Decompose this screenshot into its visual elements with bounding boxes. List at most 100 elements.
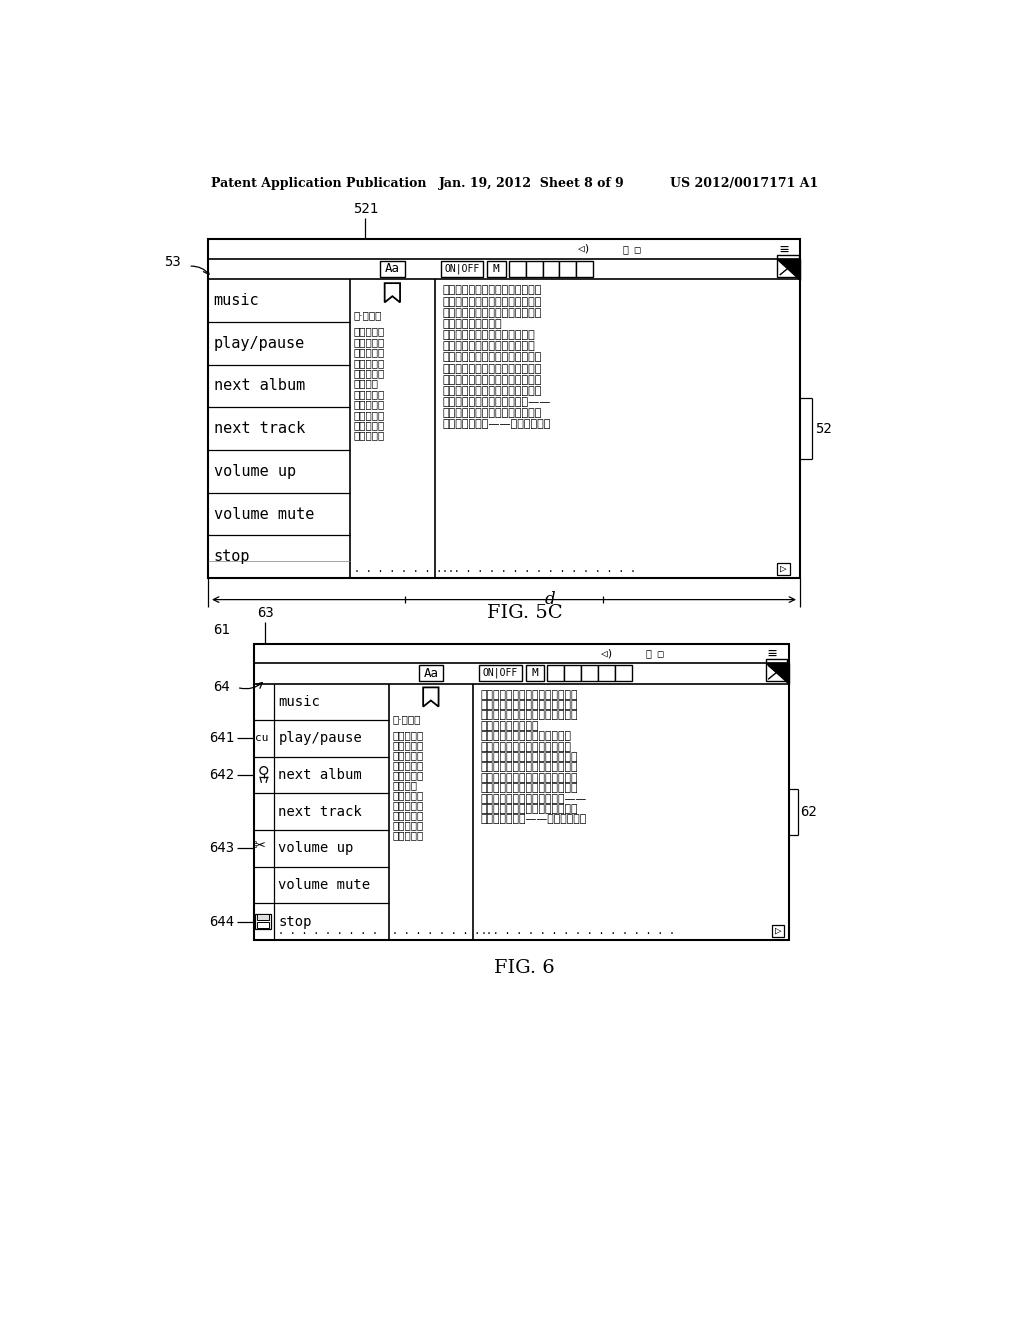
Bar — [255, 913, 270, 929]
Text: 的虛榣心傷: 的虛榣心傷 — [354, 358, 385, 368]
Text: 聖·修伯里: 聖·修伯里 — [354, 310, 382, 319]
Polygon shape — [766, 663, 788, 684]
Bar — [509, 261, 525, 277]
Text: 靈才能洞察一切——作為禮物，送: 靈才能洞察一切——作為禮物，送 — [442, 420, 551, 429]
Bar — [559, 261, 577, 277]
Text: ≡: ≡ — [767, 645, 776, 660]
Text: ⚏ □: ⚏ □ — [624, 244, 641, 253]
Text: FIG. 6: FIG. 6 — [495, 960, 555, 977]
Text: play/pause: play/pause — [214, 335, 305, 351]
Text: 感到大人們: 感到大人們 — [392, 800, 424, 810]
Text: 只有在其中: 只有在其中 — [392, 810, 424, 821]
Text: 64: 64 — [213, 680, 229, 694]
Text: 太空的旅: 太空的旅 — [392, 780, 418, 791]
Text: 友。小狐狸把自己心中的秘密——: 友。小狐狸把自己心中的秘密—— — [442, 397, 551, 407]
Text: 肉眼看不見事務的本質，只有用心: 肉眼看不見事務的本質，只有用心 — [442, 408, 542, 418]
Text: 行星，各種: 行星，各種 — [392, 791, 424, 800]
Bar — [380, 261, 404, 277]
Text: 到人類居住的地球。: 到人類居住的地球。 — [481, 721, 540, 731]
Text: 人。但點燈: 人。但點燈 — [354, 430, 385, 441]
Text: 靈才能洞察一切——作為禮物，送: 靈才能洞察一切——作為禮物，送 — [481, 814, 587, 825]
Text: music: music — [214, 293, 259, 308]
Text: . . . . . . . . .: . . . . . . . . . — [354, 564, 454, 574]
Text: 遇到一隻小狐狸，小王子用耕心征: 遇到一隻小狐狸，小王子用耕心征 — [481, 774, 579, 783]
Text: next track: next track — [214, 421, 305, 436]
Text: 小王子發現人類缺乏想像力，: 小王子發現人類缺乏想像力， — [442, 330, 536, 341]
Text: 球上的那枝小珫瑰。後來，小王子: 球上的那枝小珫瑰。後來，小王子 — [442, 363, 542, 374]
Text: 話。小王子這時越來越思念自己星: 話。小王子這時越來越思念自己星 — [442, 352, 542, 363]
Bar — [525, 665, 544, 681]
Text: ✂: ✂ — [254, 837, 265, 855]
Text: 小王子才找: 小王子才找 — [354, 420, 385, 430]
Text: music: music — [279, 694, 321, 709]
Text: Jan. 19, 2012  Sheet 8 of 9: Jan. 19, 2012 Sheet 8 of 9 — [438, 177, 625, 190]
Bar — [419, 665, 443, 681]
Text: Aa: Aa — [385, 263, 399, 276]
Text: volume up: volume up — [214, 463, 296, 479]
Text: volume mute: volume mute — [279, 878, 371, 892]
Text: FIG. 5C: FIG. 5C — [487, 603, 562, 622]
Text: . . . . . . . . .: . . . . . . . . . — [392, 925, 493, 936]
Text: 的仙童，他: 的仙童，他 — [392, 730, 424, 741]
Text: 人的天地又十分狹小，除了點燈人: 人的天地又十分狹小，除了點燈人 — [481, 689, 579, 700]
Text: 的仙童，他: 的仙童，他 — [354, 326, 385, 337]
Bar — [254, 644, 788, 940]
Text: 他非常喜愛: 他非常喜愛 — [392, 751, 424, 760]
Text: 52: 52 — [815, 421, 831, 436]
Text: Aa: Aa — [423, 667, 438, 680]
Bar — [614, 665, 632, 681]
Text: 只知像鸽鹃那樣重複別人講過的: 只知像鸽鹃那樣重複別人講過的 — [481, 742, 572, 751]
Text: 643: 643 — [209, 841, 233, 855]
Text: cu: cu — [255, 734, 268, 743]
Text: . . . . . . . . . . . . . . . . .: . . . . . . . . . . . . . . . . . — [442, 564, 636, 574]
Bar — [479, 665, 521, 681]
Text: 話。小王子這時越來越思念自己星: 話。小王子這時越來越思念自己星 — [481, 752, 579, 762]
Text: 遇到一隻小狐狸，小王子用耕心征: 遇到一隻小狐狸，小王子用耕心征 — [442, 375, 542, 384]
Text: 聖·修伯里: 聖·修伯里 — [392, 714, 421, 725]
Text: 服了小狐狸，與它結成了親密的朋: 服了小狐狸，與它結成了親密的朋 — [442, 385, 542, 396]
Text: 服了小狐狸，與它結成了親密的朋: 服了小狐狸，與它結成了親密的朋 — [481, 783, 579, 793]
Text: next album: next album — [214, 379, 305, 393]
Text: 點児的小行: 點児的小行 — [392, 741, 424, 751]
Text: volume up: volume up — [279, 841, 353, 855]
Bar — [257, 921, 269, 928]
Text: volume mute: volume mute — [214, 507, 314, 521]
Text: 行星，各種: 行星，各種 — [354, 389, 385, 399]
Text: 到人類居住的地球。: 到人類居住的地球。 — [442, 319, 502, 329]
Text: . . . . . . . . . . . . . . . . .: . . . . . . . . . . . . . . . . . — [481, 925, 675, 936]
Text: 的虛榣心傷: 的虛榣心傷 — [392, 760, 424, 771]
Text: 只有在其中: 只有在其中 — [354, 409, 385, 420]
Bar — [487, 261, 506, 277]
Text: . . . . . . . . .: . . . . . . . . . — [278, 925, 378, 936]
Bar — [766, 659, 787, 681]
Text: 521: 521 — [353, 202, 378, 216]
Text: ON|OFF: ON|OFF — [482, 668, 518, 678]
Bar — [772, 924, 784, 937]
Bar — [208, 239, 801, 578]
Bar — [577, 261, 593, 277]
Text: stop: stop — [214, 549, 250, 564]
Text: 小王子發現人類缺乏想像力，: 小王子發現人類缺乏想像力， — [481, 731, 572, 742]
Text: 644: 644 — [209, 915, 233, 929]
Text: stop: stop — [279, 915, 312, 929]
Text: 641: 641 — [209, 731, 233, 746]
Text: 。小王子告: 。小王子告 — [354, 368, 385, 379]
Text: ⚏ □: ⚏ □ — [646, 648, 665, 659]
Bar — [598, 665, 614, 681]
Bar — [776, 562, 790, 576]
Text: 他非常喜愛: 他非常喜愛 — [354, 347, 385, 358]
Bar — [543, 261, 559, 277]
Text: 63: 63 — [257, 606, 273, 620]
Text: next album: next album — [279, 768, 362, 783]
Bar — [547, 665, 564, 681]
Bar — [581, 665, 598, 681]
Text: 61: 61 — [213, 623, 229, 636]
Text: 友。小狐狸把自己心中的秘密——: 友。小狐狸把自己心中的秘密—— — [481, 793, 587, 804]
Text: 感到大人們: 感到大人們 — [354, 400, 385, 409]
Text: 62: 62 — [800, 805, 816, 818]
Text: M: M — [493, 264, 500, 273]
Text: ON|OFF: ON|OFF — [444, 264, 479, 275]
Text: 。小王子告: 。小王子告 — [392, 771, 424, 780]
Polygon shape — [777, 259, 801, 280]
Text: 642: 642 — [209, 768, 233, 783]
